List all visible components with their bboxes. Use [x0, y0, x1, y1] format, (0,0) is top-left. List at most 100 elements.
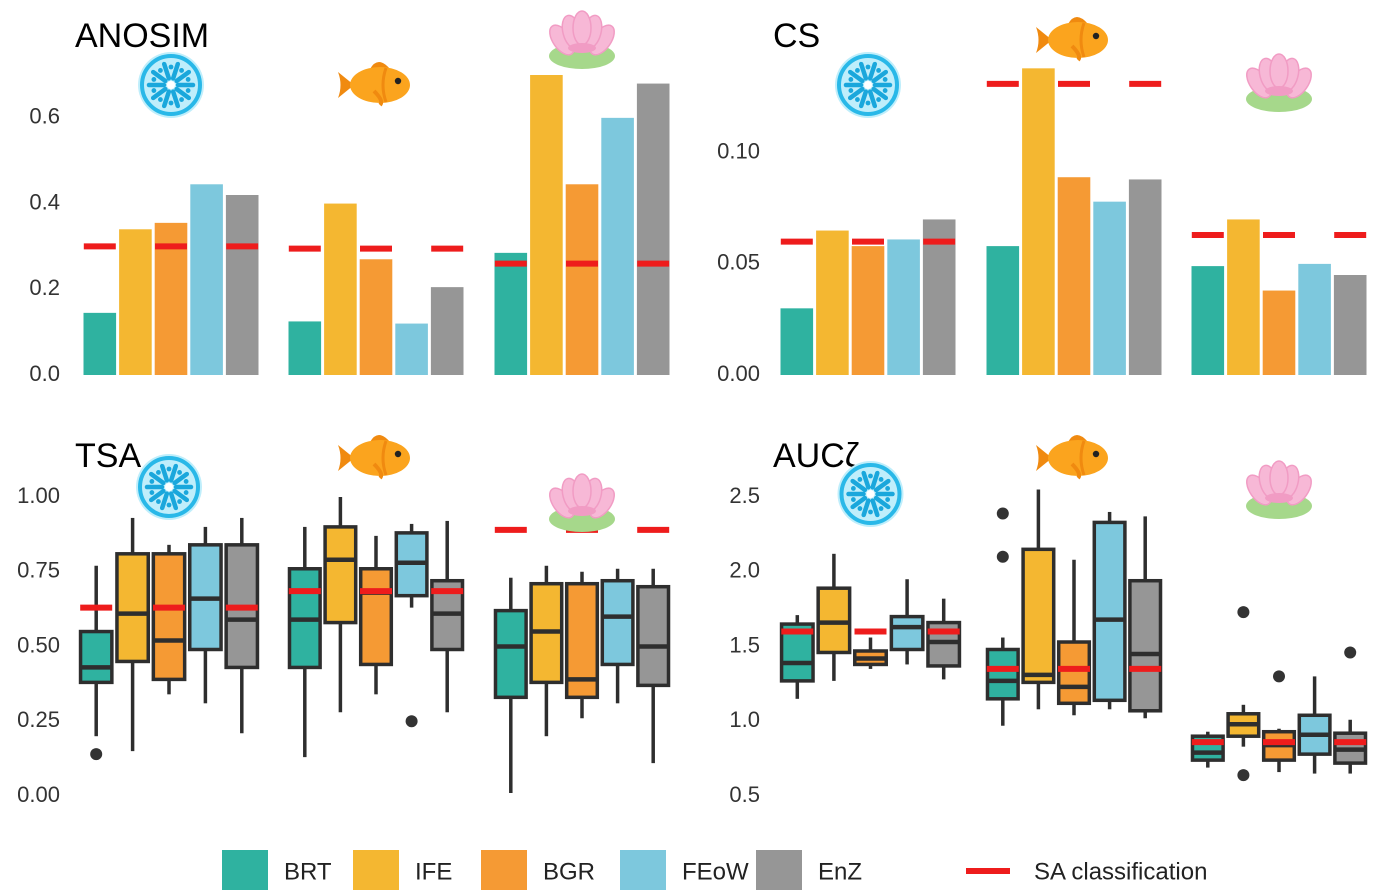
- box-body: [117, 554, 148, 662]
- group-diatom: [84, 184, 259, 375]
- box-body: [602, 581, 633, 665]
- box-body: [361, 569, 392, 665]
- diatom-icon: [835, 52, 901, 118]
- diatom-icon-dot: [851, 497, 856, 502]
- diatom-icon-dot: [156, 470, 161, 475]
- box-BRT: [289, 527, 320, 757]
- y-tick-label: 2.5: [729, 483, 760, 508]
- y-tick-label: 0.75: [17, 558, 60, 583]
- bar-BRT: [1192, 266, 1225, 375]
- water-lily-icon-center: [1265, 493, 1293, 503]
- water-lily-icon-petal: [573, 474, 591, 508]
- box-BGR: [1059, 560, 1090, 715]
- box-BGR: [153, 545, 184, 695]
- bar-IFE: [1227, 219, 1260, 375]
- box-IFE: [1023, 490, 1054, 710]
- fish-icon-eye: [395, 451, 401, 457]
- diatom-icon-dot: [177, 470, 182, 475]
- diatom-icon-dot: [851, 486, 856, 491]
- diatom-icon-center: [165, 483, 173, 491]
- legend-label-BRT: BRT: [284, 858, 332, 885]
- bar-EnZ: [1129, 179, 1162, 375]
- bar-IFE: [530, 75, 563, 375]
- diatom-icon-dot: [167, 503, 172, 508]
- bar-EnZ: [226, 195, 259, 375]
- water-lily-icon-petal: [573, 11, 591, 45]
- diatom-icon-dot: [855, 68, 860, 73]
- y-tick-label: 1.0: [729, 707, 760, 732]
- diatom-icon-dot: [879, 477, 884, 482]
- legend-label-FEoW: FEoW: [682, 858, 749, 885]
- y-tick-label: 0.05: [717, 250, 760, 275]
- box-FEoW: [1299, 676, 1330, 773]
- diatom-icon-center: [864, 81, 872, 89]
- diatom-icon: [136, 454, 202, 520]
- group-fish: [289, 204, 464, 375]
- diatom-icon-dot: [876, 68, 881, 73]
- y-tick-label: 0.50: [17, 632, 60, 657]
- diatom-icon-dot: [885, 497, 890, 502]
- bar-BGR: [1263, 291, 1296, 375]
- diatom-icon-dot: [149, 479, 154, 484]
- diatom-icon-dot: [848, 88, 853, 93]
- y-tick-label: 1.00: [17, 483, 60, 508]
- bar-EnZ: [431, 287, 464, 375]
- y-tick-label: 0.10: [717, 139, 760, 164]
- water-lily-icon-petal: [1270, 54, 1288, 88]
- bar-FEoW: [601, 118, 634, 375]
- legend-swatch-EnZ: [756, 850, 802, 890]
- group-diatom: [781, 554, 959, 699]
- box-body: [1059, 642, 1090, 703]
- diatom-icon-dot: [156, 499, 161, 504]
- legend: BRT IFE BGR FEoW EnZ SA classification: [222, 850, 1207, 890]
- diatom-icon-dot: [167, 467, 172, 472]
- outlier-point: [1344, 646, 1356, 658]
- y-tick-label: 1.5: [729, 632, 760, 657]
- group-fish: [987, 490, 1161, 726]
- y-tick-label: 0.00: [17, 782, 60, 807]
- bar-BRT: [84, 313, 117, 375]
- box-EnZ: [1130, 516, 1161, 718]
- group-diatom: [80, 518, 258, 760]
- y-tick-label: 0.5: [729, 782, 760, 807]
- legend-swatch-FEoW: [620, 850, 666, 890]
- box-body: [891, 617, 922, 650]
- diatom-icon-dot: [184, 490, 189, 495]
- diatom-icon-dot: [858, 477, 863, 482]
- diatom-icon-dot: [876, 97, 881, 102]
- diatom-icon-dot: [179, 97, 184, 102]
- group-water-lily: [495, 75, 670, 375]
- y-tick-label: 0.4: [29, 189, 60, 214]
- y-tick-label: 0.2: [29, 275, 60, 300]
- box-BGR: [567, 572, 598, 719]
- diatom-icon-dot: [158, 68, 163, 73]
- box-body: [638, 587, 669, 686]
- box-EnZ: [928, 599, 959, 680]
- bar-FEoW: [190, 184, 223, 375]
- box-IFE: [1228, 606, 1259, 781]
- fish-icon-eye: [1093, 451, 1099, 457]
- box-BGR: [361, 536, 392, 694]
- bar-EnZ: [637, 84, 670, 375]
- water-lily-icon: [545, 11, 619, 69]
- box-EnZ: [432, 521, 463, 712]
- diatom-icon-dot: [186, 88, 191, 93]
- fish-icon: [338, 435, 410, 478]
- panel-1: ANOSIM0.00.20.40.6: [29, 17, 669, 386]
- group-water-lily: [1192, 219, 1367, 375]
- bar-BRT: [987, 246, 1020, 375]
- diatom-icon: [138, 52, 204, 118]
- box-body: [1130, 581, 1161, 711]
- box-body: [1023, 549, 1054, 682]
- outlier-point: [90, 748, 102, 760]
- diatom-icon-center: [167, 81, 175, 89]
- legend-label-IFE: IFE: [415, 858, 452, 885]
- bar-EnZ: [1334, 275, 1367, 375]
- fish-icon: [1036, 435, 1108, 478]
- box-body: [987, 649, 1018, 698]
- group-diatom: [781, 219, 956, 375]
- bar-BGR: [566, 184, 599, 375]
- group-fish: [987, 68, 1162, 375]
- y-tick-label: 0.6: [29, 104, 60, 129]
